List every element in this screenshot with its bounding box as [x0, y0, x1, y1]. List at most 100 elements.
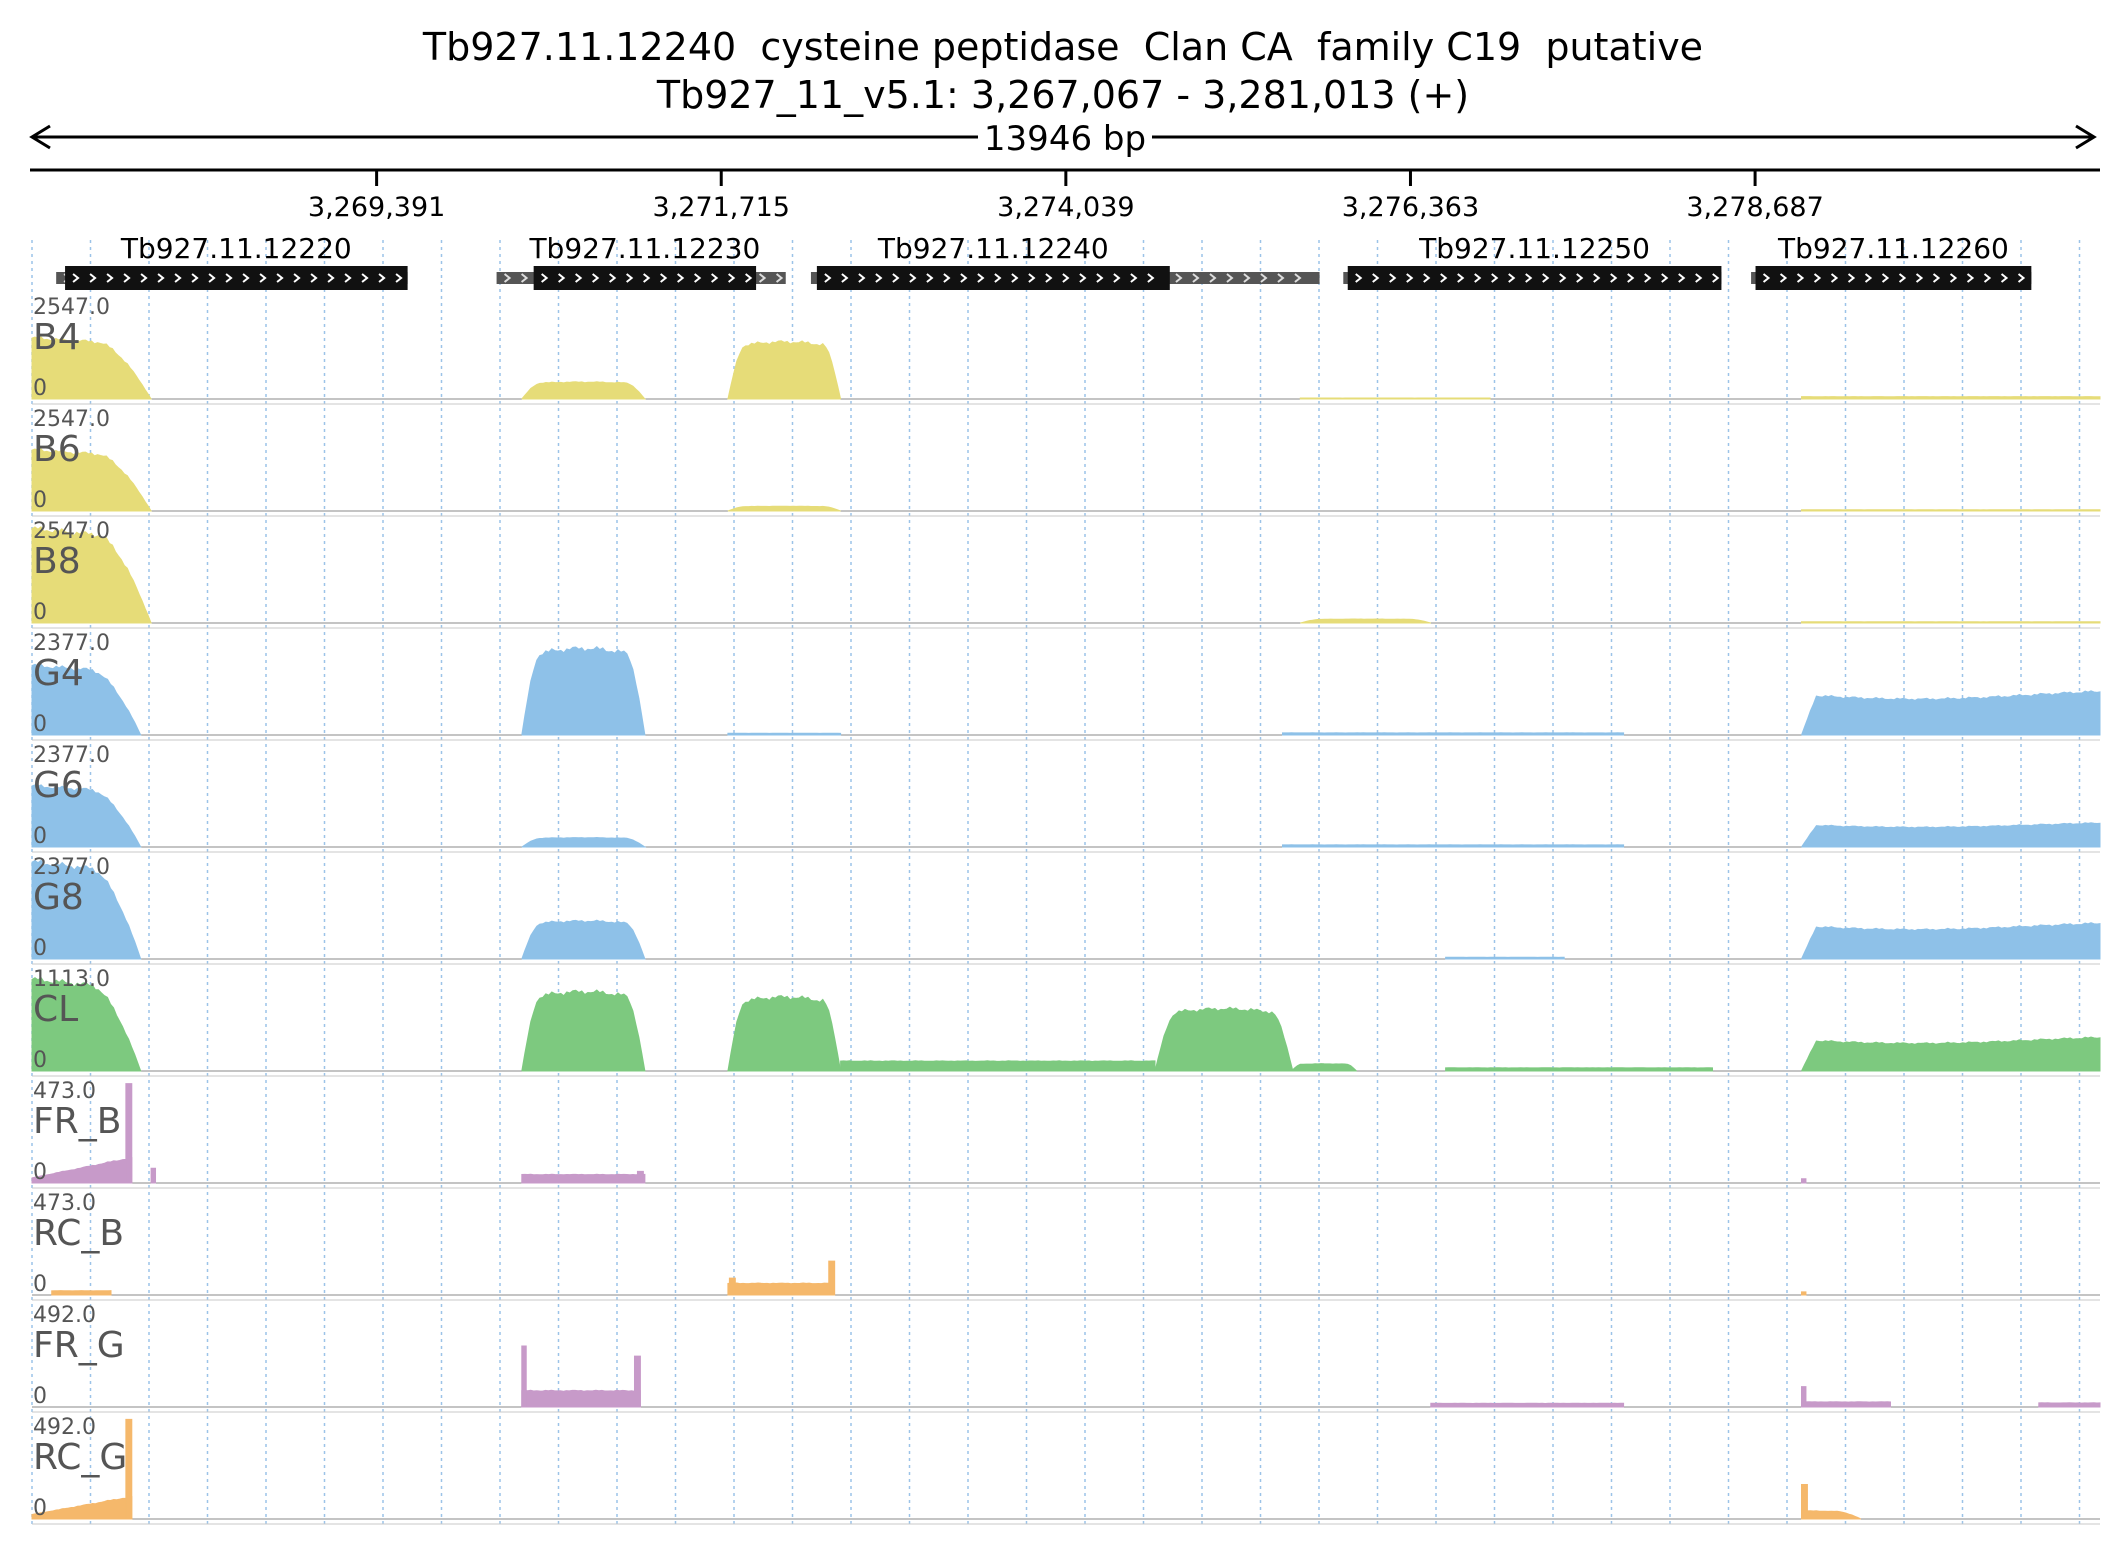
track-ymin-label: 0 [33, 488, 47, 513]
strand-arrow [892, 273, 900, 283]
strand-arrow [1661, 273, 1669, 283]
coverage-area [1801, 509, 2101, 512]
coverage-area [521, 836, 647, 848]
coverage-track: 2377.0G4 0 [31, 631, 2101, 741]
strand-arrow [1593, 273, 1601, 283]
strand-arrow [1627, 273, 1635, 283]
strand-arrow [558, 273, 566, 283]
strand-arrow [1813, 273, 1822, 283]
coverage-area [1445, 1067, 1714, 1072]
gene-model: Tb927.11.12250 [1343, 232, 1722, 290]
strand-arrow [327, 273, 335, 283]
strand-arrow [1966, 273, 1975, 283]
coverage-area [521, 381, 646, 400]
strand-arrow [728, 273, 736, 283]
strand-arrow [824, 273, 832, 283]
strand-arrow [191, 273, 199, 283]
gene-model: Tb927.11.12230 [496, 232, 786, 290]
strand-arrow [609, 273, 617, 283]
strand-arrow [1096, 273, 1104, 283]
coverage-area [1801, 1483, 1808, 1520]
strand-arrow [660, 273, 668, 283]
strand-arrow [378, 273, 386, 283]
coverage-area [1801, 396, 2101, 400]
strand-arrow [157, 273, 165, 283]
coverage-area [521, 919, 646, 960]
track-ymax-label: 2547.0 [33, 407, 110, 432]
strand-arrow [361, 273, 369, 283]
coverage-area [636, 1170, 644, 1184]
strand-arrow [1610, 273, 1618, 283]
track-label: FR_G [33, 1325, 125, 1366]
strand-arrow [541, 273, 549, 283]
strand-arrow [1525, 273, 1533, 283]
span-scale: 13946 bp [29, 119, 2097, 159]
strand-arrow [1712, 273, 1720, 283]
strand-arrow [140, 273, 148, 283]
strand-arrow [1440, 273, 1448, 283]
strand-arrow [1062, 273, 1070, 283]
coverage-area [31, 1157, 133, 1184]
strand-arrow [1491, 273, 1499, 283]
strand-arrow [1983, 273, 1992, 283]
track-ymin-label: 0 [33, 712, 47, 737]
coverage-area [727, 340, 842, 400]
coverage-track: 2547.0B8 0 [31, 519, 2101, 629]
strand-arrow [1881, 273, 1890, 283]
coverage-area [727, 732, 842, 736]
strand-arrow [592, 273, 600, 283]
strand-arrow [1542, 273, 1550, 283]
coverage-area [727, 1282, 831, 1296]
coverage-area [31, 663, 142, 736]
track-ymax-label: 2377.0 [33, 631, 110, 656]
strand-arrow [758, 273, 767, 283]
coverage-track: 2547.0B6 0 [31, 407, 2101, 517]
strand-arrow [977, 273, 985, 283]
coverage-track: 492.0RC_G 0 [31, 1415, 2100, 1525]
strand-arrow [694, 273, 702, 283]
strand-arrow [1474, 273, 1482, 283]
axis-tick-label: 3,271,715 [653, 192, 790, 223]
track-label: G6 [33, 765, 84, 806]
strand-arrow [775, 273, 784, 283]
strand-arrow [626, 273, 634, 283]
track-ymin-label: 0 [33, 936, 47, 961]
track-label: CL [33, 989, 78, 1030]
strand-arrow [242, 273, 250, 283]
coverage-track: 1113.0CL 0 [31, 967, 2101, 1077]
coverage-area [31, 784, 142, 848]
coverage-area [727, 505, 841, 512]
strand-arrow [520, 273, 529, 283]
coverage-track: 2377.0G6 0 [31, 743, 2101, 853]
strand-arrow [1113, 273, 1121, 283]
strand-arrow [344, 273, 352, 283]
track-ymax-label: 2377.0 [33, 743, 110, 768]
strand-arrow [1294, 273, 1302, 283]
track-label: B8 [33, 541, 81, 582]
strand-arrow [1830, 273, 1839, 283]
gene-model: Tb927.11.12220 [56, 232, 408, 290]
track-label: G4 [33, 653, 84, 694]
grid-lines [31, 240, 2081, 1524]
coverage-area [1800, 690, 2101, 736]
strand-arrow [174, 273, 182, 283]
strand-arrow [2017, 273, 2026, 283]
coverage-area [521, 646, 646, 736]
coordinate-axis: 3,269,391 3,271,715 3,274,039 3,276,363 3,27… [30, 168, 2100, 223]
strand-arrow [711, 273, 719, 283]
strand-arrow [926, 273, 934, 283]
track-ymax-label: 2377.0 [33, 855, 110, 880]
coverage-area [125, 1083, 133, 1184]
strand-arrow [1079, 273, 1087, 283]
coverage-tracks: 2547.0B402547.0B602547.0B802377.0G402377… [31, 295, 2101, 1525]
coverage-area [728, 1277, 736, 1296]
gene-label: Tb927.11.12240 [877, 232, 1109, 265]
gene-cds [816, 266, 1170, 290]
coverage-area [31, 526, 152, 624]
strand-arrow [875, 273, 883, 283]
coverage-area [1282, 844, 1625, 848]
track-ymax-label: 492.0 [33, 1303, 96, 1328]
strand-arrow [1864, 273, 1873, 283]
coverage-area [1805, 1401, 1892, 1408]
coverage-area [1801, 1291, 1807, 1296]
